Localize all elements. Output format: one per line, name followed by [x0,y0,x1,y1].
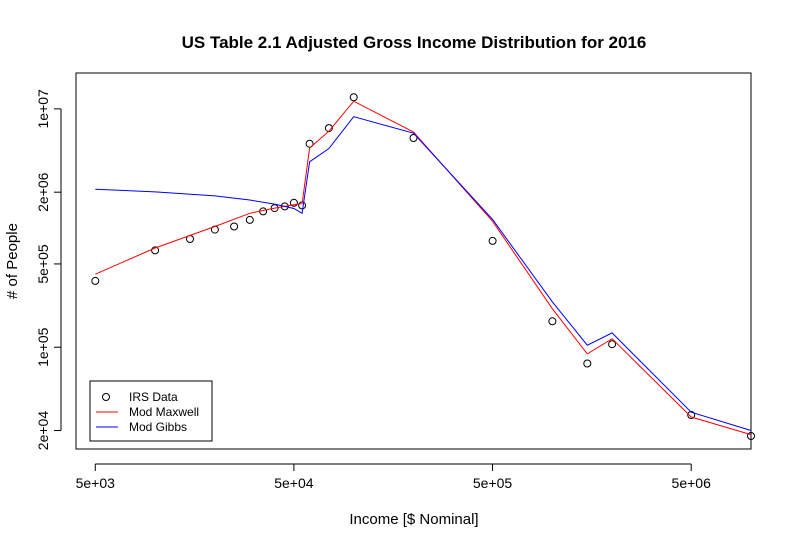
x-tick-label: 5e+03 [76,475,116,491]
data-point-irs-data [230,222,239,231]
data-point-irs-data [583,359,592,368]
data-point-irs-data [289,198,298,207]
data-point-irs-data [151,246,160,255]
x-tick-label: 5e+04 [274,475,314,491]
y-tick-label: 2e+06 [35,172,51,212]
data-point-irs-data [245,215,254,224]
data-point-irs-data [548,317,557,326]
data-point-irs-data [349,93,358,102]
legend: IRS Data Mod Maxwell Mod Gibbs [89,380,213,442]
data-point-irs-data [305,139,314,148]
legend-box [89,380,213,442]
data-point-irs-data [488,236,497,245]
x-axis: 5e+03 5e+04 5e+05 5e+06 [76,463,712,491]
legend-marker-irs-data [102,393,110,401]
plot-frame [75,72,752,450]
y-tick-label: 1e+05 [35,327,51,367]
series-line-mod-maxwell [95,100,752,436]
chart-title: US Table 2.1 Adjusted Gross Income Distr… [182,33,647,52]
series-layer [91,93,755,440]
y-tick-label: 2e+04 [35,411,51,451]
y-axis: 2e+04 1e+05 5e+05 2e+06 1e+07 [35,89,62,451]
data-point-irs-data [747,432,755,440]
legend-label-irs-data: IRS Data [129,390,178,404]
series-line-mod-gibbs [95,116,752,431]
x-tick-label: 5e+05 [473,475,513,491]
data-point-irs-data [409,134,418,142]
data-point-irs-data [280,202,289,211]
data-point-irs-data [608,340,617,349]
y-axis-title: # of People [4,223,21,299]
x-tick-label: 5e+06 [672,475,712,491]
data-point-irs-data [91,276,100,285]
x-axis-title: Income [$ Nominal] [349,511,478,528]
legend-label-mod-maxwell: Mod Maxwell [129,405,199,419]
legend-label-mod-gibbs: Mod Gibbs [129,420,187,434]
y-tick-label: 1e+07 [35,89,51,129]
y-tick-label: 5e+05 [35,244,51,284]
